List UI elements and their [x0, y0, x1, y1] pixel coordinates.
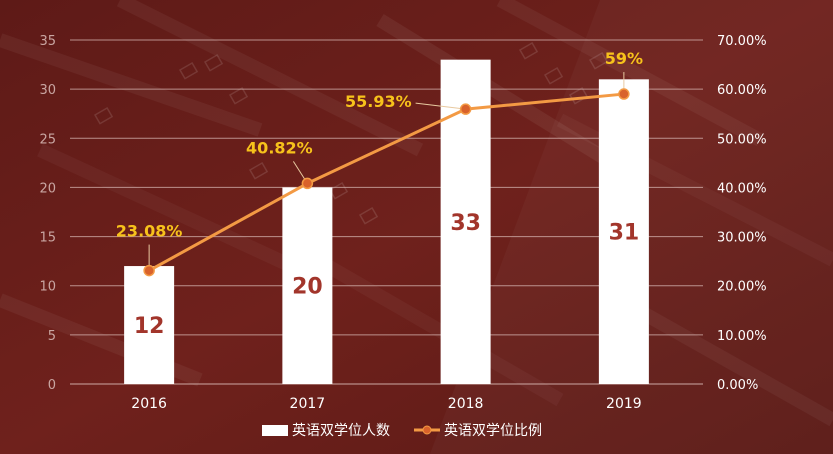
line-point: [143, 264, 155, 277]
line-point: [301, 177, 314, 190]
line-data-label: 55.93%: [345, 92, 412, 111]
right-axis-tick-label: 10.00%: [717, 329, 767, 344]
right-axis-tick-label: 20.00%: [717, 280, 767, 295]
left-axis-tick-label: 25: [39, 132, 56, 147]
right-axis-tick-label: 40.00%: [717, 181, 767, 196]
decor-streak: [116, 0, 424, 157]
leader-line: [415, 102, 466, 110]
right-axis-tick-label: 0.00%: [717, 378, 758, 393]
left-axis-tick-label: 10: [39, 280, 56, 295]
decor-streak: [496, 0, 764, 147]
left-axis-tick-label: 20: [39, 181, 56, 196]
decor-streak: [296, 243, 564, 407]
x-axis-tick-label: 2018: [448, 396, 484, 412]
line-data-label: 40.82%: [246, 138, 313, 157]
decor-square: [203, 53, 224, 72]
line-data-label: 23.08%: [116, 222, 183, 241]
decor-square: [248, 161, 269, 180]
right-axis-tick-label: 50.00%: [717, 132, 767, 147]
x-axis-ticks: 2016 2017 2018 2019: [131, 396, 641, 412]
bar-data-label: 31: [609, 221, 640, 246]
series-line: [148, 92, 625, 272]
bar: [598, 79, 649, 385]
legend: 英语双学位人数 英语双学位比例: [262, 422, 542, 439]
legend-bar-label: 英语双学位人数: [292, 422, 390, 439]
decor-square: [588, 51, 609, 70]
decor-square: [228, 86, 249, 105]
bar-series: 12 20 33 31: [124, 59, 649, 385]
left-axis-tick-label: 15: [39, 231, 56, 246]
bar: [124, 266, 175, 384]
bar: [282, 187, 333, 384]
left-axis-tick-label: 30: [39, 83, 56, 98]
legend-bar-swatch: [262, 425, 288, 436]
right-axis-tick-label: 60.00%: [717, 83, 767, 98]
grid-lines: [70, 39, 703, 385]
decor-streak: [0, 33, 263, 137]
line-data-label: 59%: [605, 49, 643, 68]
bar-data-label: 20: [292, 275, 323, 300]
x-axis-tick-label: 2017: [290, 396, 326, 412]
left-axis-tick-label: 35: [39, 34, 56, 49]
decor-streak: [376, 14, 644, 186]
decor-streak: [616, 293, 833, 427]
decor-square: [178, 61, 199, 80]
line-point: [459, 103, 472, 115]
bar-data-label: 12: [134, 314, 165, 339]
legend-line-marker: [422, 425, 432, 435]
left-axis-tick-label: 5: [48, 329, 56, 344]
decor-square: [93, 106, 114, 125]
right-axis-tick-label: 70.00%: [717, 34, 767, 49]
right-axis-ticks: 0.00% 10.00% 20.00% 30.00% 40.00% 50.00% 60.00…: [717, 34, 767, 393]
decor-square: [543, 66, 564, 85]
x-axis-tick-label: 2019: [606, 396, 642, 412]
decor-streak: [37, 143, 303, 277]
left-axis-tick-label: 0: [48, 378, 56, 393]
x-axis-tick-label: 2016: [131, 396, 167, 412]
line-series: 23.08% 40.82% 55.93% 59%: [116, 49, 643, 277]
line-point: [618, 88, 630, 100]
bar-data-label: 33: [450, 211, 481, 236]
right-axis-tick-label: 30.00%: [717, 231, 767, 246]
left-axis-ticks: 0 5 10 15 20 25 30 35: [39, 34, 56, 393]
legend-line-label: 英语双学位比例: [444, 422, 542, 439]
decor-square: [518, 41, 539, 60]
decor-square: [358, 206, 379, 225]
